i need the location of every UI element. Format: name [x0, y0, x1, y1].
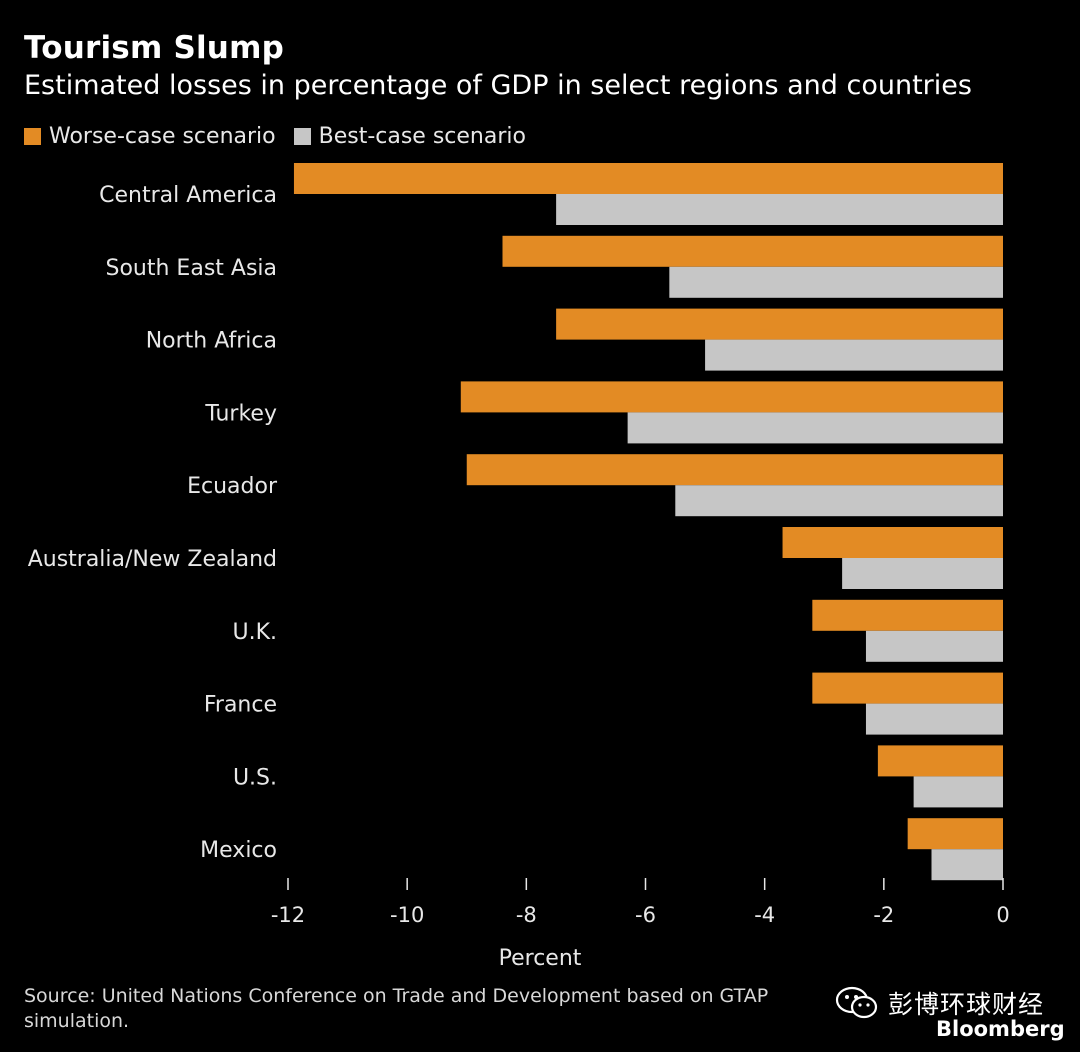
x-tick-label: -2 [873, 903, 894, 927]
bar-best-7 [865, 703, 1003, 735]
category-label: Central America [99, 183, 277, 208]
bar-worse-3 [460, 381, 1004, 413]
x-axis: -12 -10 -8 -6 -4 -2 0 [271, 878, 1010, 927]
x-tick-label: 0 [996, 903, 1009, 927]
bloomberg-logo: Bloomberg [936, 1017, 1065, 1041]
bar-best-1 [669, 266, 1003, 298]
x-tick-label: -6 [635, 903, 656, 927]
legend-swatch-best [293, 128, 311, 145]
category-label: U.K. [232, 620, 277, 645]
category-label: North Africa [146, 329, 277, 354]
source-note: Source: United Nations Conference on Tra… [24, 985, 769, 1032]
category-labels: Central America South East Asia North Afri… [28, 183, 278, 863]
bar-best-0 [556, 194, 1003, 225]
legend-label-best: Best-case scenario [318, 124, 526, 149]
x-tick-label: -4 [754, 903, 775, 927]
bar-worse-4 [466, 454, 1003, 486]
category-label: Ecuador [187, 474, 278, 499]
wechat-icon [835, 986, 878, 1019]
category-label: South East Asia [106, 256, 278, 281]
x-tick-label: -8 [516, 903, 537, 927]
bars-group [293, 163, 1004, 881]
legend-item-best: Best-case scenario [293, 124, 526, 149]
legend-item-worse: Worse-case scenario [24, 124, 276, 149]
bar-worse-2 [556, 308, 1003, 340]
bar-worse-1 [502, 235, 1003, 267]
bar-worse-6 [812, 599, 1003, 631]
chart-title: Tourism Slump [24, 30, 284, 66]
bar-worse-5 [782, 527, 1003, 558]
bar-best-8 [913, 776, 1003, 808]
watermark-text: 彭博环球财经 [888, 990, 1045, 1019]
watermark: 彭博环球财经 [834, 984, 1044, 1022]
category-label: Australia/New Zealand [28, 547, 277, 572]
category-label: Turkey [204, 401, 277, 426]
bar-best-5 [842, 558, 1003, 589]
category-label: France [204, 693, 277, 718]
bar-worse-0 [293, 163, 1003, 194]
category-label: Mexico [200, 838, 277, 863]
legend-label-worse: Worse-case scenario [49, 124, 276, 149]
legend: Worse-case scenario Best-case scenario [24, 124, 544, 149]
bar-worse-9 [907, 818, 1003, 850]
bar-best-3 [627, 412, 1003, 444]
x-tick-label: -10 [390, 903, 424, 927]
bar-best-2 [705, 339, 1003, 371]
bar-best-4 [675, 485, 1003, 517]
bar-worse-7 [812, 672, 1003, 704]
chart-subtitle: Estimated losses in percentage of GDP in… [24, 70, 972, 101]
bar-chart: Central America South East Asia North Afri… [28, 163, 1010, 971]
x-axis-label: Percent [499, 946, 582, 971]
bar-worse-8 [877, 745, 1003, 777]
bar-best-6 [865, 630, 1003, 662]
category-label: U.S. [233, 765, 277, 790]
bar-best-9 [931, 849, 1003, 881]
legend-swatch-worse [24, 128, 41, 145]
x-tick-label: -12 [271, 903, 305, 927]
